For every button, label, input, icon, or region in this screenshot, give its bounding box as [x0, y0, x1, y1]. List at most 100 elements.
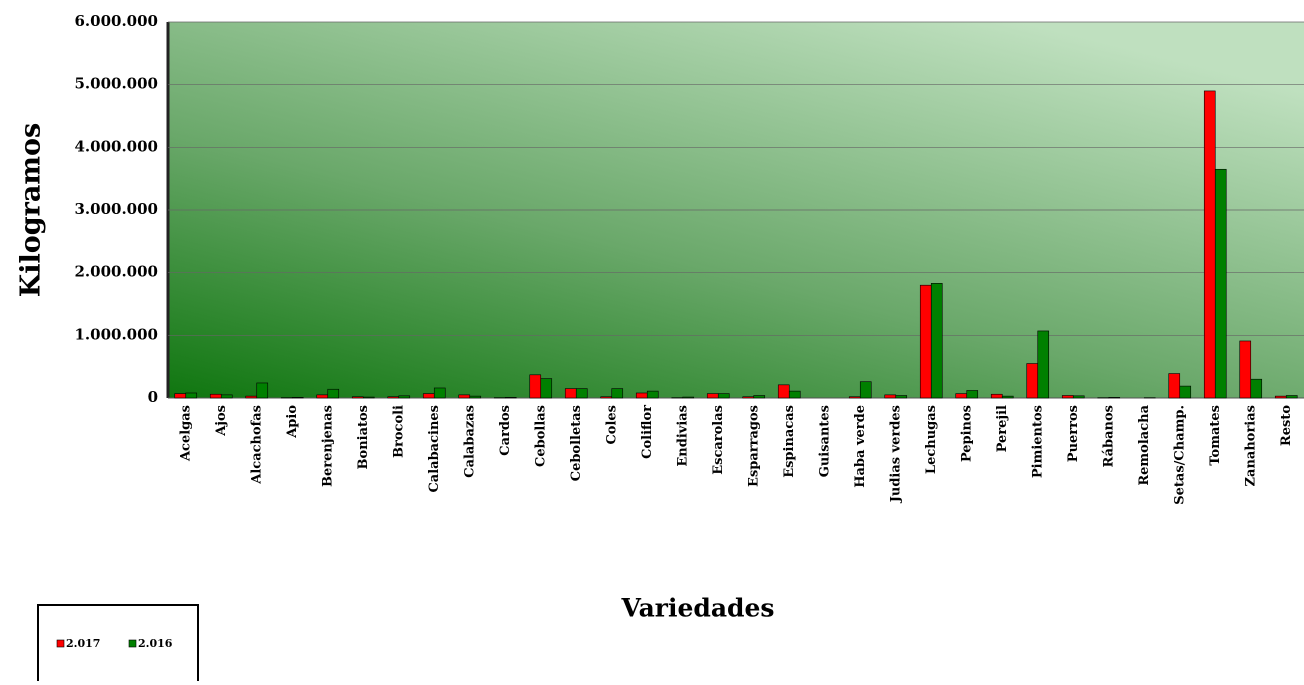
bar: [778, 385, 789, 398]
x-tick-label: Lechugas: [924, 405, 939, 474]
x-tick-label: Ajos: [214, 405, 229, 437]
bar: [885, 395, 896, 398]
bar: [1002, 396, 1013, 398]
bar: [1275, 396, 1286, 398]
bar: [317, 395, 328, 398]
x-tick-label: Coles: [604, 405, 619, 445]
bar: [388, 397, 399, 398]
x-tick-label: Berenjenas: [320, 405, 335, 487]
y-tick-label: 1.000.000: [74, 325, 158, 343]
bar: [991, 394, 1002, 398]
bar: [1038, 331, 1049, 398]
x-tick-label: Esparragos: [746, 405, 761, 487]
y-tick-label: 2.000.000: [74, 263, 158, 281]
x-tick-label: Guisantes: [817, 405, 832, 477]
y-tick-label: 5.000.000: [74, 75, 158, 93]
bar: [530, 375, 541, 398]
y-tick-label: 6.000.000: [74, 12, 158, 30]
bar: [1251, 379, 1262, 398]
bar: [612, 389, 623, 398]
bar: [186, 393, 197, 398]
bar: [1073, 396, 1084, 398]
bar: [707, 394, 718, 398]
bar: [1062, 395, 1073, 398]
x-tick-label: Boniatos: [356, 405, 371, 469]
bar: [246, 396, 257, 398]
x-tick-label: Judias verdes: [888, 405, 903, 503]
x-tick-label: Tomates: [1208, 405, 1223, 466]
bar: [363, 397, 374, 398]
bar: [754, 395, 765, 398]
x-tick-label: Brocoli: [391, 405, 406, 458]
x-tick-label: Pimientos: [1030, 405, 1045, 478]
x-tick-label: Zanahorias: [1243, 405, 1258, 486]
x-tick-label: Coliflor: [640, 405, 655, 459]
bar: [210, 394, 221, 398]
x-tick-label: Rábanos: [1101, 405, 1116, 467]
bar: [434, 388, 445, 398]
bar: [647, 391, 658, 398]
bar: [789, 391, 800, 398]
x-tick-label: Espinacas: [782, 405, 797, 478]
bar: [505, 397, 516, 398]
x-tick-label: Acelgas: [178, 405, 193, 462]
bar: [1109, 397, 1120, 398]
x-tick-label: Resto: [1279, 405, 1294, 446]
bar: [175, 394, 186, 398]
bar: [1027, 364, 1038, 398]
x-tick-label: Cardos: [498, 405, 513, 456]
bar: [221, 395, 232, 398]
bar: [860, 382, 871, 398]
x-tick-label: Calabazas: [462, 405, 477, 478]
bar: [565, 389, 576, 398]
x-tick-label: Pepinos: [959, 405, 974, 462]
bar: [956, 394, 967, 398]
y-axis-title: Kilogramos: [16, 123, 47, 297]
bar: [896, 395, 907, 398]
bar: [1286, 395, 1297, 398]
x-tick-label: Alcachofas: [249, 405, 264, 485]
bar: [920, 285, 931, 398]
bar: [636, 393, 647, 398]
x-tick-label: Cebollas: [533, 405, 548, 467]
legend-swatch: [129, 640, 136, 647]
bar: [541, 379, 552, 398]
bar: [1180, 386, 1191, 398]
bar: [352, 397, 363, 398]
y-tick-label: 3.000.000: [74, 200, 158, 218]
legend-label: 2.016: [138, 637, 173, 650]
bar: [576, 389, 587, 398]
y-tick-label: 4.000.000: [74, 137, 158, 155]
bar: [328, 389, 339, 398]
x-tick-label: Setas/Champ.: [1172, 405, 1187, 505]
x-tick-label: Perejil: [995, 405, 1010, 452]
bar: [931, 283, 942, 398]
bar: [1240, 341, 1251, 398]
y-tick-label: 0: [148, 388, 158, 406]
bar: [849, 397, 860, 398]
bar: [718, 394, 729, 398]
x-tick-label: Puerros: [1066, 405, 1081, 462]
legend-swatch: [57, 640, 64, 647]
legend-label: 2.017: [66, 637, 100, 650]
bar: [1204, 91, 1215, 398]
x-tick-label: Apio: [285, 405, 300, 439]
bar: [601, 397, 612, 398]
bar: [1169, 374, 1180, 398]
x-tick-label: Remolacha: [1137, 404, 1152, 485]
x-tick-label: Haba verde: [853, 405, 868, 488]
bar: [423, 394, 434, 398]
bar: [470, 396, 481, 398]
bar: [967, 390, 978, 398]
bar: [459, 395, 470, 398]
bar: [257, 383, 268, 398]
bar: [1215, 169, 1226, 398]
bar: [399, 396, 410, 398]
x-tick-label: Cebolletas: [569, 405, 584, 481]
x-tick-label: Endivias: [675, 405, 690, 467]
bar: [683, 397, 694, 398]
x-axis-title: Variedades: [620, 594, 774, 623]
x-tick-label: Calabacines: [427, 405, 442, 493]
